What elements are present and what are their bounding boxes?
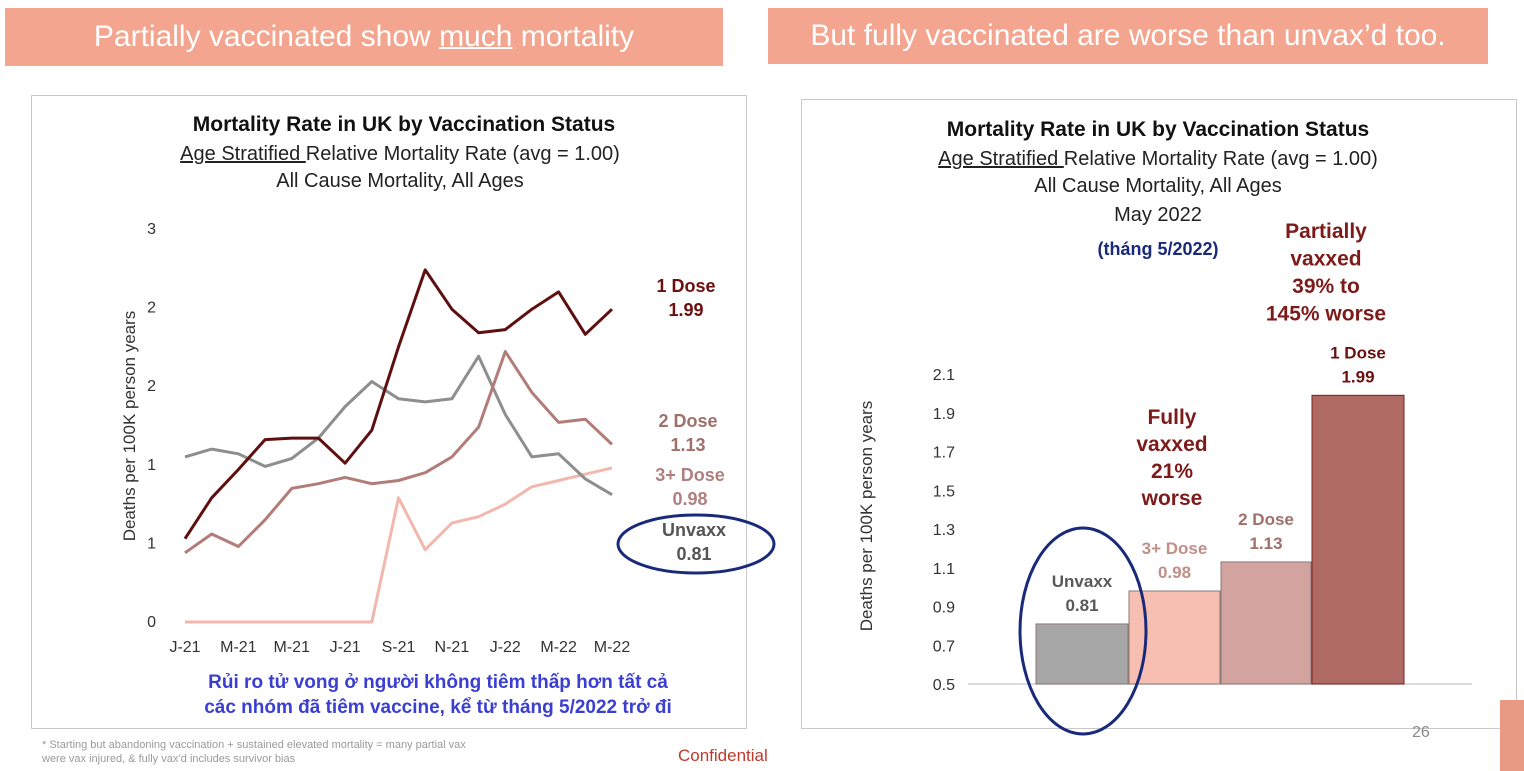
bar-category-label: 3+ Dose	[1142, 539, 1208, 558]
line-x-tick-label: J-21	[169, 639, 200, 656]
line-y-tick-label: 0	[147, 614, 156, 631]
bar-chart-title: Mortality Rate in UK by Vaccination Stat…	[947, 118, 1369, 141]
series-line-1-dose	[183, 268, 614, 540]
line-chart-subtitle-underlined: Age Stratified	[180, 143, 306, 165]
bar-value-label: 0.98	[1158, 563, 1191, 582]
line-x-tick-label: M-21	[220, 639, 257, 656]
bar-y-tick-label: 1.5	[933, 483, 955, 500]
bar-category-label: 2 Dose	[1238, 510, 1294, 529]
line-x-tick-label: M-22	[594, 639, 631, 656]
unvaxx-highlight-circle-right	[1018, 526, 1148, 736]
series-line-2-dose	[184, 350, 614, 555]
line-x-tick-label: J-21	[330, 639, 361, 656]
line-x-tick-label: M-22	[540, 639, 577, 656]
left-banner-text-after: mortality	[512, 20, 635, 53]
line-y-tick-label: 2	[147, 300, 156, 317]
bar-value-label: 1.99	[1341, 367, 1374, 386]
line-chart-subtitle2: All Cause Mortality, All Ages	[276, 170, 524, 192]
line-chart-y-axis-label: Deaths per 100K person years	[120, 311, 139, 542]
bar-y-tick-label: 2.1	[933, 367, 955, 384]
fully-vaxxed-annotation: Fully	[1147, 406, 1196, 429]
line-x-tick-label: N-21	[435, 639, 470, 656]
right-banner: But fully vaccinated are worse than unva…	[768, 8, 1488, 64]
fully-vaxxed-annotation: vaxxed	[1136, 433, 1207, 456]
bar-y-tick-label: 1.9	[933, 406, 955, 423]
vn-caption-line1: Rủi ro tử vong ở người không tiêm thấp h…	[208, 672, 668, 693]
fully-vaxxed-annotation: worse	[1141, 487, 1203, 510]
page-number: 26	[1412, 724, 1430, 741]
confidential-label: Confidential	[678, 746, 768, 765]
series-label-value: 0.98	[672, 489, 707, 509]
series-label-name: 3+ Dose	[655, 465, 725, 485]
partially-vaxxed-annotation: vaxxed	[1290, 248, 1361, 271]
series-label-name: Unvaxx	[662, 520, 726, 540]
line-chart-subtitle-rest: Relative Mortality Rate (avg = 1.00)	[306, 143, 620, 165]
line-y-tick-label: 1	[147, 535, 156, 552]
line-y-tick-label: 3	[147, 221, 156, 238]
bar-y-tick-label: 1.7	[933, 445, 955, 462]
bar-unvaxx	[1035, 623, 1129, 685]
series-label-name: 2 Dose	[658, 411, 717, 431]
line-y-tick-label: 2	[147, 378, 156, 395]
series-label-value: 1.13	[670, 435, 705, 455]
right-banner-text: But fully vaccinated are worse than unva…	[810, 19, 1446, 52]
line-chart-panel	[31, 95, 747, 729]
footnote-line1: * Starting but abandoning vaccination + …	[42, 739, 466, 751]
line-y-tick-label: 1	[147, 457, 156, 474]
bar-1-dose	[1311, 394, 1405, 685]
bar-category-label: 1 Dose	[1330, 343, 1386, 362]
bar-chart-subtitle2: All Cause Mortality, All Ages	[1034, 175, 1282, 197]
bar-chart-subtitle-underlined: Age Stratified	[938, 148, 1064, 170]
bar-chart-subtitle: Age Stratified Relative Mortality Rate (…	[938, 148, 1378, 170]
bar-chart-subtitle-rest: Relative Mortality Rate (avg = 1.00)	[1064, 148, 1378, 170]
series-label-value: 1.99	[668, 300, 703, 320]
vn-caption-line2: các nhóm đã tiêm vaccine, kể từ tháng 5/…	[204, 697, 672, 718]
bar-2-dose	[1220, 561, 1312, 685]
left-banner-text-before: Partially vaccinated show	[93, 20, 440, 53]
line-x-tick-label: S-21	[382, 639, 416, 656]
footnote: * Starting but abandoning vaccination + …	[42, 738, 602, 766]
bar-chart-subtitle3: May 2022	[1114, 204, 1202, 226]
bar-y-tick-label: 0.5	[933, 677, 955, 694]
series-label-value: 0.81	[676, 544, 711, 564]
line-x-tick-label: J-22	[490, 639, 521, 656]
bar-category-label: Unvaxx	[1052, 572, 1113, 591]
footnote-line2: were vax injured, & fully vax’d includes…	[42, 753, 296, 765]
bar-y-tick-label: 0.7	[933, 638, 955, 655]
bar-y-tick-label: 0.9	[933, 600, 955, 617]
bar-value-label: 0.81	[1065, 596, 1098, 615]
left-banner-emphasis: much	[439, 20, 513, 53]
bar-chart-y-axis-label: Deaths per 100K person years	[857, 401, 876, 632]
fully-vaxxed-annotation: 21%	[1151, 460, 1193, 483]
line-chart-title: Mortality Rate in UK by Vaccination Stat…	[193, 113, 615, 136]
partially-vaxxed-annotation: Partially	[1285, 220, 1367, 243]
series-line-unvaxx	[184, 354, 613, 496]
corner-logo-fragment	[1500, 700, 1524, 771]
line-chart-subtitle: Age Stratified Relative Mortality Rate (…	[180, 143, 620, 165]
vn-month-label: (tháng 5/2022)	[1097, 239, 1218, 259]
bar-y-tick-label: 1.1	[933, 561, 955, 578]
partially-vaxxed-annotation: 145% worse	[1266, 303, 1386, 326]
left-banner: Partially vaccinated show much mortality	[5, 8, 723, 66]
series-line-3-dose	[185, 466, 613, 624]
bar-y-tick-label: 1.3	[933, 522, 955, 539]
unvaxx-highlight-circle-left	[616, 513, 776, 575]
series-label-name: 1 Dose	[656, 276, 715, 296]
bar-value-label: 1.13	[1249, 534, 1282, 553]
line-x-tick-label: M-21	[274, 639, 311, 656]
partially-vaxxed-annotation: 39% to	[1292, 275, 1360, 298]
